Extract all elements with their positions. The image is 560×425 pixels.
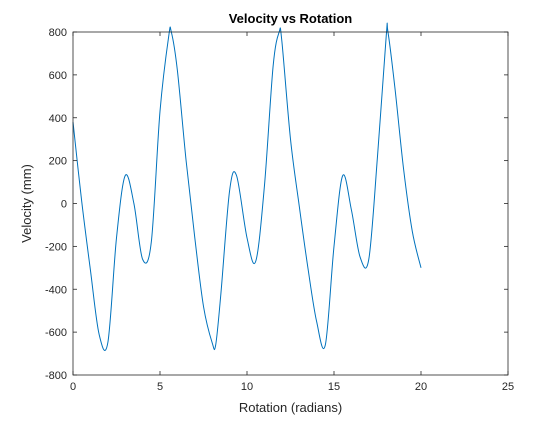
y-tick-label: -400 [45, 284, 67, 296]
y-tick-label: 600 [49, 70, 67, 82]
y-tick-label: -200 [45, 241, 67, 253]
x-tick-label: 20 [415, 381, 427, 393]
y-tick-label: 0 [61, 199, 67, 211]
x-tick-label: 0 [70, 381, 76, 393]
y-tick-label: -800 [45, 370, 67, 382]
x-axis-label: Rotation (radians) [239, 400, 342, 415]
y-tick-label: -600 [45, 327, 67, 339]
x-tick-label: 25 [502, 381, 514, 393]
x-tick-label: 5 [157, 381, 163, 393]
y-axis-label: Velocity (mm) [19, 164, 34, 243]
y-axis-ticks: -800 -600 -400 -200 0 200 400 600 800 [45, 27, 508, 382]
velocity-series-line [72, 22, 422, 351]
y-tick-label: 200 [49, 156, 67, 168]
y-tick-label: 400 [49, 113, 67, 125]
chart-title: Velocity vs Rotation [229, 11, 353, 26]
x-axis-ticks: 0 5 10 15 20 25 [70, 32, 514, 393]
x-tick-label: 15 [328, 381, 340, 393]
y-tick-label: 800 [49, 27, 67, 39]
plot-area [73, 32, 508, 375]
x-tick-label: 10 [241, 381, 253, 393]
